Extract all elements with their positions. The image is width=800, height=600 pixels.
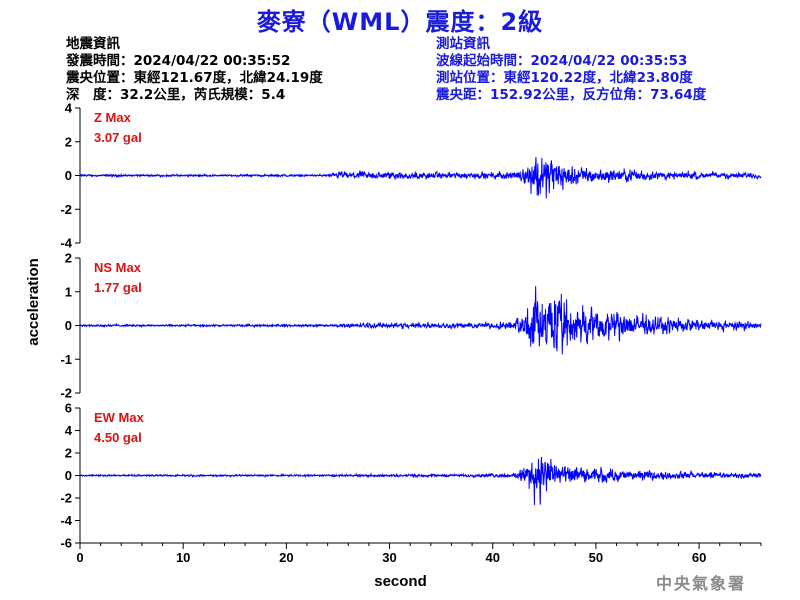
max-label: Z Max [94,110,132,125]
x-tick-label: 30 [382,550,396,565]
x-tick-label: 40 [485,550,499,565]
x-tick-label: 20 [279,550,293,565]
panel-ns: -2 -1 0 1 2 NS Max 1.77 gal [60,251,762,401]
quake-info-heading: 地震資訊 [66,36,120,52]
origin-time: 發震時間：2024/04/22 00:35:52 [66,53,291,69]
wave-start-time: 波線起始時間：2024/04/22 00:35:53 [436,53,688,69]
station-info-block: 測站資訊 波線起始時間：2024/04/22 00:35:53 測站位置：東經1… [436,36,706,104]
y-tick-label: 1 [65,284,72,299]
y-tick-label: 4 [65,423,73,438]
station-info-heading: 測站資訊 [436,36,490,52]
panel-ew: -6 -4 -2 0 2 4 6 EW Max 4.50 gal [60,401,762,551]
y-tick-label: 0 [65,468,72,483]
x-tick-label: 60 [692,550,706,565]
depth-magnitude: 深 度：32.2公里，芮氏規模：5.4 [66,87,286,103]
y-tick-label: 0 [65,318,72,333]
y-tick-label: 2 [65,446,72,461]
max-label: EW Max [94,410,145,425]
x-tick-label: 0 [76,550,83,565]
y-tick-label: -4 [60,513,72,528]
y-axis-label: acceleration [25,258,42,346]
epicenter-location: 震央位置：東經121.67度，北緯24.19度 [66,70,323,86]
y-tick-label: -2 [60,491,72,506]
y-tick-label: -1 [60,352,72,367]
max-value: 1.77 gal [94,280,142,295]
x-axis-label: second [374,573,427,590]
y-tick-label: -4 [60,236,72,251]
y-tick-label: 0 [65,168,72,183]
y-tick-label: 2 [65,251,72,266]
waveform-trace-ns [79,286,762,355]
agency-watermark: 中央氣象署 [656,574,747,593]
x-tick-label: 50 [589,550,603,565]
x-axis: 0 10 20 30 40 50 60 [76,542,762,565]
quake-info-block: 地震資訊 發震時間：2024/04/22 00:35:52 震央位置：東經121… [66,36,323,104]
y-tick-label: -2 [60,386,72,401]
x-tick-label: 10 [176,550,190,565]
y-tick-label: -6 [60,536,72,551]
waveform-trace-ew [79,456,762,506]
waveform-trace-z [79,156,762,199]
y-tick-label: -2 [60,202,72,217]
epicentral-distance: 震央距：152.92公里，反方位角：73.64度 [436,87,707,103]
y-tick-label: 6 [65,401,72,416]
y-tick-label: 2 [65,134,72,149]
station-location: 測站位置：東經120.22度，北緯23.80度 [436,70,693,86]
max-label: NS Max [94,260,142,275]
panel-z: -4 -2 0 2 4 Z Max 3.07 gal [60,101,762,251]
max-value: 3.07 gal [94,130,142,145]
y-tick-label: 4 [65,101,73,116]
max-value: 4.50 gal [94,430,142,445]
chart-title: 麥寮（WML）震度：2級 [256,8,544,36]
